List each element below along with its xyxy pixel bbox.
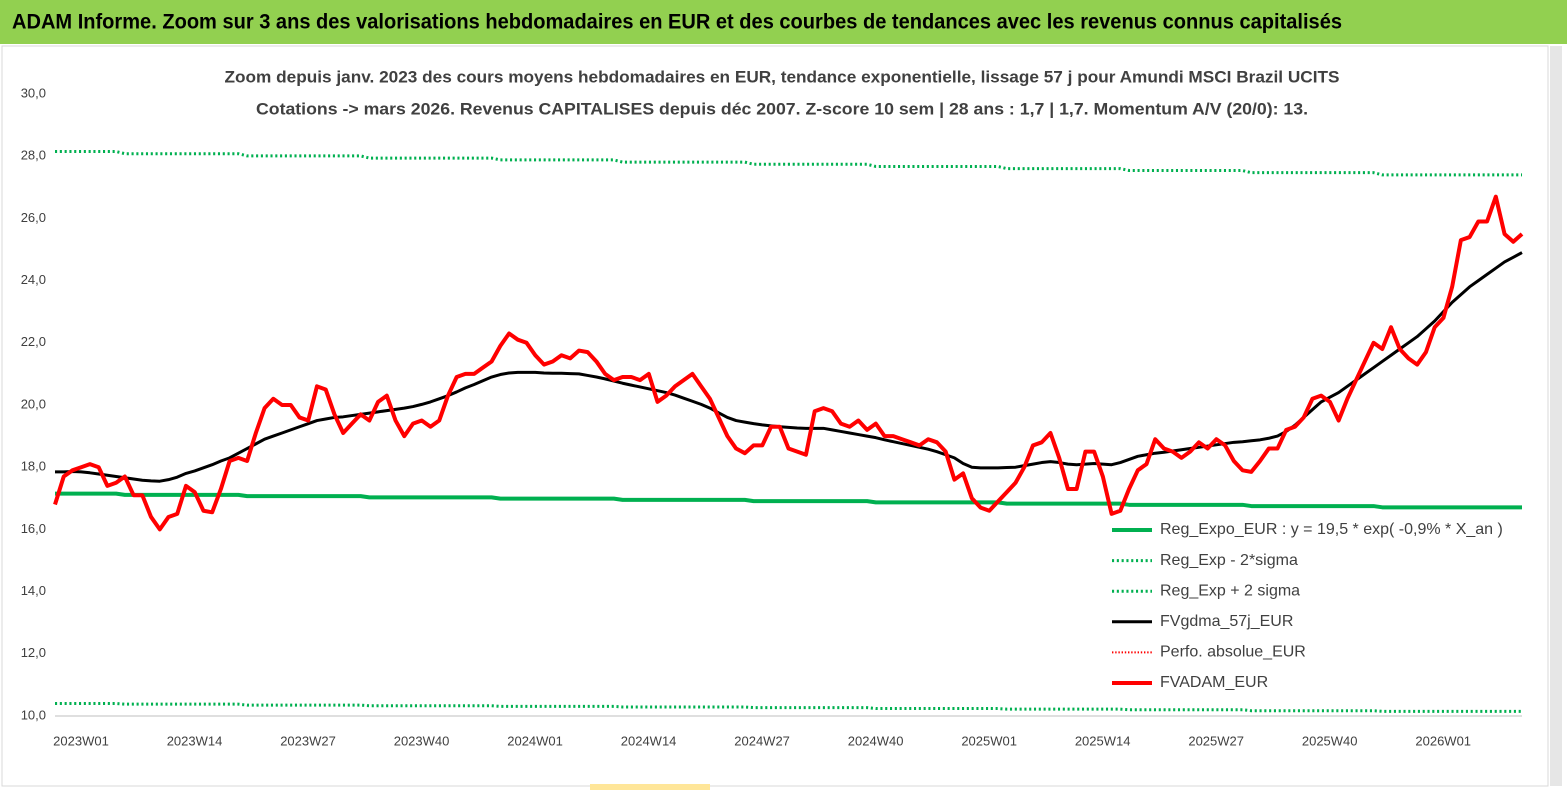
page-title: ADAM Informe. Zoom sur 3 ans des valoris… <box>12 11 1342 34</box>
x-tick-label: 2025W40 <box>1302 733 1358 748</box>
x-tick-label: 2023W27 <box>280 733 336 748</box>
series-line <box>55 491 1522 510</box>
x-tick-label: 2024W01 <box>507 733 563 748</box>
header-band <box>0 0 1567 44</box>
chart-frame <box>1 45 1549 787</box>
x-tick-label: 2025W01 <box>961 733 1017 748</box>
legend-label: Reg_Exp + 2 sigma <box>1160 582 1300 599</box>
y-tick-label: 22,0 <box>21 334 46 349</box>
y-tick-label: 24,0 <box>21 272 46 287</box>
y-tick-label: 16,0 <box>21 521 46 536</box>
legend-label: FVgdma_57j_EUR <box>1160 613 1293 630</box>
y-tick-label: 26,0 <box>21 210 46 225</box>
chart-subtitle: Cotations -> mars 2026. Revenus CAPITALI… <box>256 99 1308 118</box>
x-tick-label: 2023W01 <box>53 733 109 748</box>
x-tick-label: 2024W40 <box>848 733 904 748</box>
x-tick-label: 2026W01 <box>1415 733 1471 748</box>
legend-label: FVADAM_EUR <box>1160 674 1268 691</box>
y-tick-label: 30,0 <box>21 85 46 100</box>
x-tick-label: 2023W14 <box>167 733 223 748</box>
y-tick-label: 14,0 <box>21 583 46 598</box>
y-tick-label: 20,0 <box>21 396 46 411</box>
scrollbar <box>1550 46 1562 786</box>
tab-marker <box>590 784 710 790</box>
x-tick-label: 2024W14 <box>621 733 677 748</box>
legend-label: Perfo. absolue_EUR <box>1160 644 1306 661</box>
legend-label: Reg_Expo_EUR : y = 19,5 * exp( -0,9% * X… <box>1160 521 1503 538</box>
x-tick-label: 2025W27 <box>1188 733 1244 748</box>
y-tick-label: 28,0 <box>21 148 46 163</box>
x-tick-label: 2025W14 <box>1075 733 1131 748</box>
y-tick-label: 12,0 <box>21 645 46 660</box>
chart-title: Zoom depuis janv. 2023 des cours moyens … <box>225 67 1340 86</box>
y-tick-label: 10,0 <box>21 707 46 722</box>
legend-label: Reg_Exp - 2*sigma <box>1160 552 1298 569</box>
y-tick-label: 18,0 <box>21 459 46 474</box>
series-line <box>53 194 1524 532</box>
x-tick-label: 2024W27 <box>734 733 790 748</box>
x-tick-label: 2023W40 <box>394 733 450 748</box>
series-line <box>55 251 1523 483</box>
series-line <box>55 150 1522 177</box>
